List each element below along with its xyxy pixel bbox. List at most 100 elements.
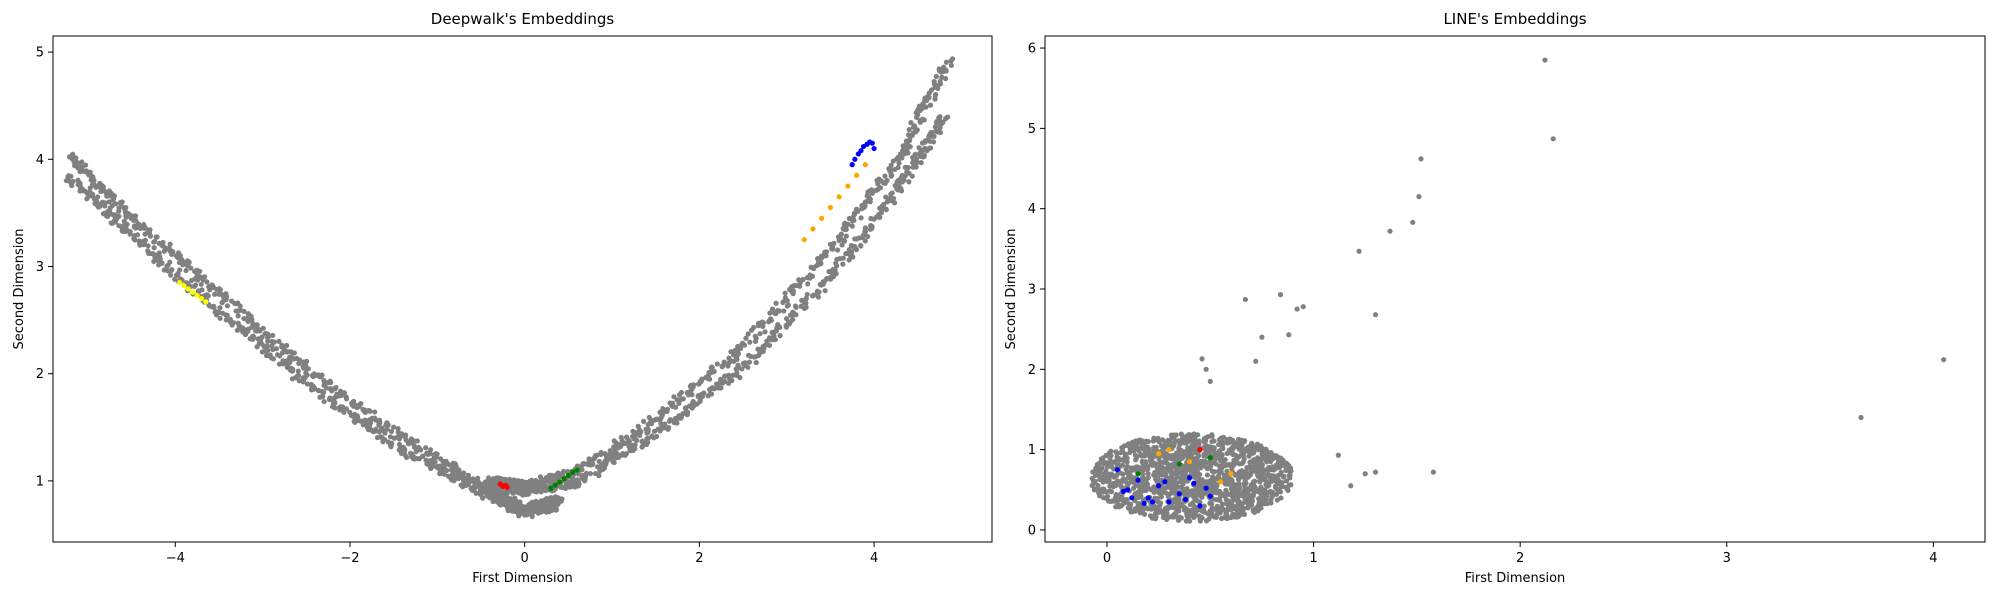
background-point (414, 438, 420, 444)
background-point (768, 317, 774, 324)
series-0-point (1182, 496, 1189, 503)
background-point (1206, 464, 1213, 470)
outlier-point (1550, 136, 1556, 142)
background-point (616, 441, 622, 448)
background-point (646, 414, 652, 421)
background-point (1099, 465, 1105, 471)
background-point (840, 261, 846, 267)
series-0-point (1145, 495, 1151, 501)
background-point (1145, 474, 1151, 481)
background-point (914, 127, 920, 133)
outlier-point (1542, 57, 1548, 63)
background-point (423, 445, 429, 451)
background-point (175, 272, 181, 278)
y-tick-label: 2 (1028, 363, 1036, 378)
background-point (1219, 501, 1226, 507)
background-point (266, 333, 272, 340)
background-point (904, 169, 910, 175)
background-point (648, 421, 655, 427)
background-point (1117, 480, 1123, 486)
background-point (1287, 467, 1293, 473)
outlier-point (1410, 219, 1416, 225)
background-point (1171, 505, 1178, 511)
background-point (1145, 470, 1151, 477)
background-point (1096, 460, 1102, 466)
background-point (807, 272, 813, 278)
background-point (500, 500, 506, 506)
background-point (326, 396, 332, 403)
y-tick-label: 4 (1028, 202, 1036, 217)
series-2-point (565, 472, 571, 479)
background-point (1258, 494, 1264, 500)
background-point (840, 255, 846, 261)
background-point (1206, 444, 1212, 450)
background-point (1216, 468, 1223, 475)
background-point (295, 368, 301, 374)
background-point (1252, 445, 1258, 451)
background-point (1176, 499, 1182, 505)
background-point (354, 404, 360, 411)
background-point (1260, 475, 1266, 482)
background-point (859, 202, 865, 209)
background-point (1114, 450, 1120, 457)
background-point (217, 315, 223, 321)
background-point (1125, 474, 1132, 481)
background-point (843, 233, 849, 239)
background-point (1286, 462, 1292, 469)
background-point (1214, 511, 1220, 517)
background-point (891, 200, 898, 206)
outlier-point (1387, 228, 1393, 234)
background-point (533, 478, 539, 484)
background-point (1236, 481, 1242, 487)
background-point (185, 281, 191, 287)
background-point (933, 91, 939, 98)
background-point (831, 240, 837, 246)
background-point (323, 385, 330, 391)
background-point (1176, 468, 1182, 475)
background-point (905, 164, 911, 171)
background-point (75, 181, 81, 188)
background-point (1167, 437, 1173, 443)
background-point (1205, 450, 1212, 457)
outlier-point (1242, 296, 1248, 303)
background-point (1249, 440, 1255, 446)
background-point (714, 361, 720, 367)
series-0-point (177, 279, 183, 286)
background-point (370, 429, 376, 435)
background-point (1155, 504, 1161, 511)
background-point (108, 211, 114, 217)
series-4-point (849, 162, 855, 168)
background-point (917, 107, 923, 113)
background-point (1230, 446, 1236, 452)
series-4-point (869, 140, 875, 146)
background-point (772, 336, 778, 343)
background-point (133, 225, 139, 231)
series-3-point (1197, 447, 1203, 453)
background-point (333, 384, 339, 391)
background-point (254, 322, 260, 328)
background-point (884, 177, 890, 184)
background-point (1173, 510, 1179, 516)
background-point (933, 73, 939, 80)
background-point (784, 298, 790, 304)
background-point (302, 365, 309, 371)
background-point (402, 434, 408, 440)
background-point (1117, 457, 1124, 463)
series-0-point (1207, 493, 1213, 499)
background-point (1273, 491, 1280, 497)
background-point (708, 364, 715, 370)
outlier-point (1253, 358, 1259, 364)
background-point (1270, 489, 1276, 495)
background-point (1122, 457, 1128, 464)
background-point (176, 259, 183, 266)
series-2-point (1135, 471, 1141, 477)
background-point (896, 160, 902, 166)
background-point (1274, 497, 1280, 503)
background-point (737, 345, 744, 352)
x-tick-label: 4 (870, 551, 878, 566)
series-0-point (1166, 499, 1172, 505)
background-point (412, 456, 418, 462)
background-point (889, 190, 895, 196)
background-point (811, 292, 817, 298)
background-point (145, 243, 151, 249)
